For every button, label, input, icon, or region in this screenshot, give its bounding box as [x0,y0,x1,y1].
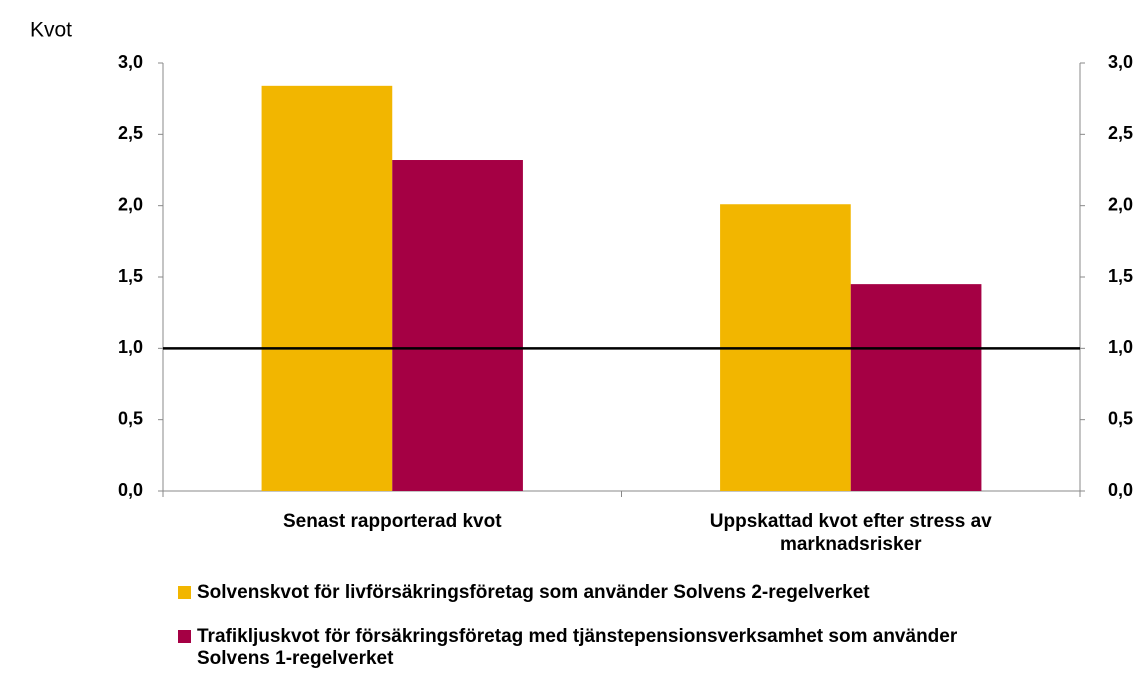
legend-swatch [178,630,191,643]
bar [850,284,982,491]
y2-tick-label: 2,5 [1108,123,1133,143]
y-tick-label: 1,5 [118,266,143,286]
y-tick-label: 3,0 [118,52,143,72]
y-tick-label: 0,0 [118,480,143,500]
y-axis-label: Kvot [30,19,72,42]
y-tick-label: 2,0 [118,194,143,214]
x-tick-label: Uppskattad kvot efter stress av marknads… [709,511,992,555]
legend-label: Solvenskvot för livförsäkringsföretag so… [197,582,870,603]
y2-tick-label: 0,5 [1108,408,1133,428]
y2-tick-label: 2,0 [1108,194,1133,214]
y-tick-label: 2,5 [118,123,143,143]
y2-tick-label: 1,5 [1108,266,1133,286]
y2-tick-label: 0,0 [1108,480,1133,500]
bar [261,85,393,492]
y-tick-label: 0,5 [118,408,143,428]
y-tick-label: 1,0 [118,337,143,357]
legend-swatch [178,586,191,599]
bar [392,160,523,491]
x-tick-label: Senast rapporterad kvot [282,511,502,532]
y2-tick-label: 1,0 [1108,337,1133,357]
y2-tick-label: 3,0 [1108,52,1133,72]
legend-label: Trafikljuskvot för försäkringsföretag me… [197,626,958,669]
